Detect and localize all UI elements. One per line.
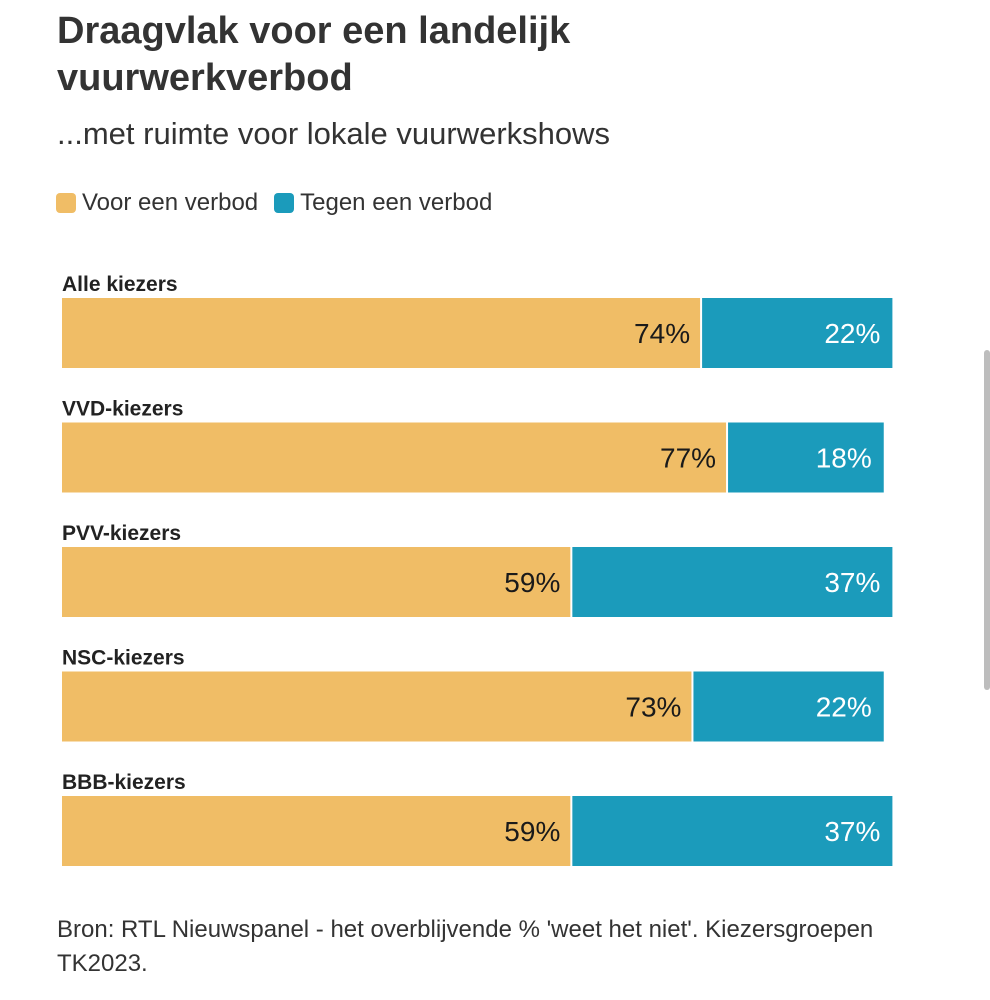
- source-note: Bron: RTL Nieuwspanel - het overblijvend…: [57, 916, 874, 977]
- value-label-vvd-kiezers-voor-een-verbod: 77%: [660, 443, 716, 474]
- legend-swatch-tegen: [274, 193, 295, 213]
- chart-title: Draagvlak voor een landelijk vuurwerkver…: [57, 10, 571, 99]
- value-label-bbb-kiezers-voor-een-verbod: 59%: [504, 816, 560, 847]
- bar-alle-kiezers-tegen-een-verbod: [702, 298, 893, 368]
- legend-label-tegen: Tegen een verbod: [300, 189, 493, 216]
- category-label-bbb-kiezers: BBB-kiezers: [62, 771, 186, 794]
- legend-item-voor: Voor een verbod: [56, 189, 258, 217]
- legend-swatch-voor: [56, 193, 76, 213]
- legend-label-voor: Voor een verbod: [82, 189, 259, 216]
- bar-bbb-kiezers-voor-een-verbod: [62, 796, 571, 866]
- bar-pvv-kiezers-voor-een-verbod: [62, 547, 571, 617]
- value-label-alle-kiezers-voor-een-verbod: 74%: [634, 318, 690, 349]
- stacked-bar-chart: Alle kiezers 74% 22% VVD-kiezers 77% 18% PVV-k…: [62, 273, 893, 866]
- legend-item-tegen: Tegen een verbod: [274, 189, 492, 217]
- bar-bbb-kiezers-tegen-een-verbod: [572, 796, 893, 866]
- category-label-pvv-kiezers: PVV-kiezers: [62, 522, 181, 545]
- legend: Voor een verbod Tegen een verbod: [56, 186, 508, 220]
- category-label-alle-kiezers: Alle kiezers: [62, 273, 178, 296]
- value-label-pvv-kiezers-tegen-een-verbod: 37%: [824, 567, 880, 598]
- bar-nsc-kiezers-tegen-een-verbod: [693, 671, 884, 742]
- bar-vvd-kiezers-tegen-een-verbod: [728, 422, 884, 493]
- scrollbar[interactable]: [984, 350, 990, 690]
- value-label-nsc-kiezers-tegen-een-verbod: 22%: [816, 692, 872, 723]
- value-label-alle-kiezers-tegen-een-verbod: 22%: [824, 318, 880, 349]
- category-label-nsc-kiezers: NSC-kiezers: [62, 647, 185, 670]
- value-label-pvv-kiezers-voor-een-verbod: 59%: [504, 567, 560, 598]
- bar-pvv-kiezers-tegen-een-verbod: [572, 547, 893, 617]
- bar-vvd-kiezers-voor-een-verbod: [62, 422, 727, 493]
- bar-alle-kiezers-voor-een-verbod: [62, 298, 701, 368]
- category-label-vvd-kiezers: VVD-kiezers: [62, 398, 183, 421]
- value-label-bbb-kiezers-tegen-een-verbod: 37%: [824, 816, 880, 847]
- value-label-vvd-kiezers-tegen-een-verbod: 18%: [816, 443, 872, 474]
- bar-nsc-kiezers-voor-een-verbod: [62, 671, 692, 742]
- chart-subtitle: ...met ruimte voor lokale vuurwerkshows: [57, 116, 611, 151]
- value-label-nsc-kiezers-voor-een-verbod: 73%: [625, 692, 681, 723]
